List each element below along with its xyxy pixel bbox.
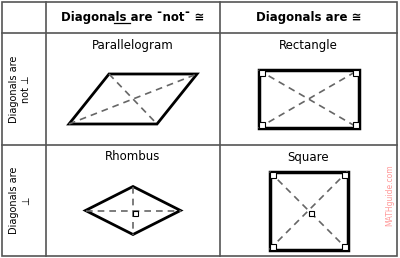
Text: Diagonals are ¯not¯ ≅: Diagonals are ¯not¯ ≅ (61, 11, 205, 24)
Bar (342, 244, 348, 249)
Bar (258, 70, 358, 128)
Bar (352, 122, 358, 128)
Bar (258, 122, 264, 128)
Bar (270, 244, 276, 249)
Text: MATHguide.com: MATHguide.com (385, 164, 394, 226)
Text: Rectangle: Rectangle (279, 38, 338, 52)
Text: Parallelogram: Parallelogram (92, 38, 174, 52)
Text: Rhombus: Rhombus (105, 150, 161, 164)
Bar (133, 211, 138, 215)
Bar (258, 70, 264, 76)
Bar (342, 172, 348, 178)
Bar (270, 172, 276, 178)
Text: Diagonals are
⊥: Diagonals are ⊥ (9, 167, 31, 234)
Text: Diagonals are ≅: Diagonals are ≅ (256, 11, 361, 24)
Bar (270, 172, 348, 249)
Text: Square: Square (288, 150, 329, 164)
Bar (352, 70, 358, 76)
Text: Diagonals are
not ⊥: Diagonals are not ⊥ (9, 55, 31, 123)
Bar (308, 211, 314, 215)
